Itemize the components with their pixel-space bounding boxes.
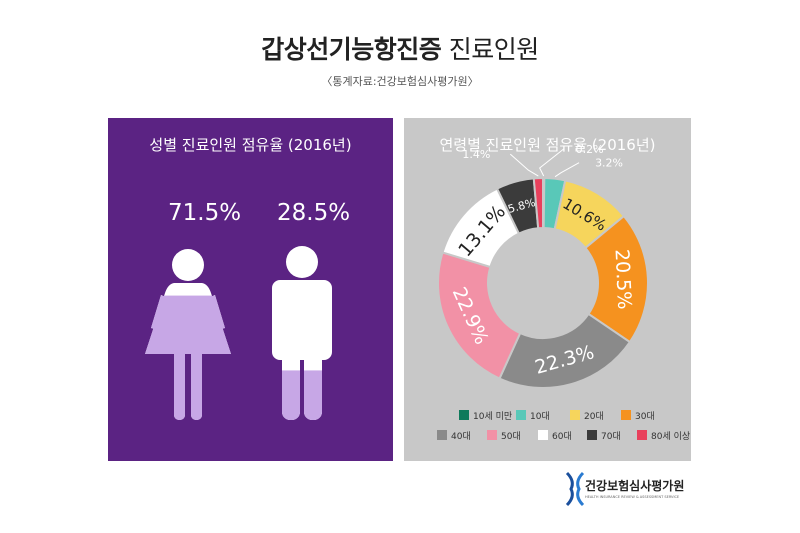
legend-swatch-6 bbox=[538, 430, 548, 440]
gender-chart-panel: 성별 진료인원 점유율 (2016년) 71.5% 28.5% bbox=[108, 118, 393, 461]
donut-slice-4 bbox=[498, 312, 632, 389]
legend-label-3: 30대 bbox=[635, 411, 655, 422]
female-icon bbox=[145, 249, 231, 420]
age-donut-chart: 0.2%3.2%10.6%20.5%22.3%22.9%13.1%5.8%1.4… bbox=[437, 143, 690, 442]
donut-label-1: 3.2% bbox=[595, 157, 623, 170]
legend-label-7: 70대 bbox=[601, 431, 621, 442]
legend-label-5: 50대 bbox=[501, 431, 521, 442]
donut-label-8: 1.4% bbox=[462, 148, 490, 161]
legend-swatch-3 bbox=[621, 410, 631, 420]
legend-swatch-1 bbox=[516, 410, 526, 420]
donut-leader-8 bbox=[509, 153, 539, 177]
title-rest: 진료인원 bbox=[448, 35, 540, 64]
hira-logo-icon bbox=[565, 471, 585, 507]
source-caption: 〈통계자료:건강보험심사평가원〉 bbox=[321, 75, 479, 88]
legend-label-2: 20대 bbox=[584, 411, 604, 422]
donut-slice-8 bbox=[532, 176, 544, 230]
legend-label-6: 60대 bbox=[552, 431, 572, 442]
legend-swatch-7 bbox=[587, 430, 597, 440]
legend-label-4: 40대 bbox=[451, 431, 471, 442]
legend-label-1: 10대 bbox=[530, 411, 550, 422]
gender-icons bbox=[145, 246, 332, 420]
legend-label-8: 80세 이상 bbox=[651, 431, 690, 442]
donut-label-0: 0.2% bbox=[576, 143, 604, 156]
female-percent-label: 71.5% bbox=[168, 200, 242, 226]
legend-swatch-8 bbox=[637, 430, 647, 440]
legend-swatch-4 bbox=[437, 430, 447, 440]
age-chart-title: 연령별 진료인원 점유율 (2016년) bbox=[439, 136, 656, 154]
legend-swatch-2 bbox=[570, 410, 580, 420]
donut-label-3: 20.5% bbox=[611, 249, 636, 310]
male-percent-label: 28.5% bbox=[277, 200, 351, 226]
page-title: 갑상선기능항진증 진료인원 bbox=[0, 30, 800, 66]
donut-leader-1 bbox=[554, 162, 580, 178]
legend-swatch-5 bbox=[487, 430, 497, 440]
donut-slice-5 bbox=[437, 251, 522, 380]
age-chart-panel: 연령별 진료인원 점유율 (2016년) 0.2% 3.2% 10.6% 20.5% 2… bbox=[404, 118, 691, 461]
legend-swatch-0 bbox=[459, 410, 469, 420]
legend-label-0: 10세 미만 bbox=[473, 411, 512, 422]
logo-subtitle: HEALTH INSURANCE REVIEW & ASSESSMENT SER… bbox=[585, 495, 680, 499]
title-bold: 갑상선기능항진증 bbox=[261, 35, 442, 64]
donut-leader-0 bbox=[539, 148, 564, 177]
male-icon bbox=[272, 246, 332, 420]
gender-chart-title: 성별 진료인원 점유율 (2016년) bbox=[149, 136, 352, 154]
logo-name: 건강보험심사평가원 bbox=[585, 479, 685, 493]
